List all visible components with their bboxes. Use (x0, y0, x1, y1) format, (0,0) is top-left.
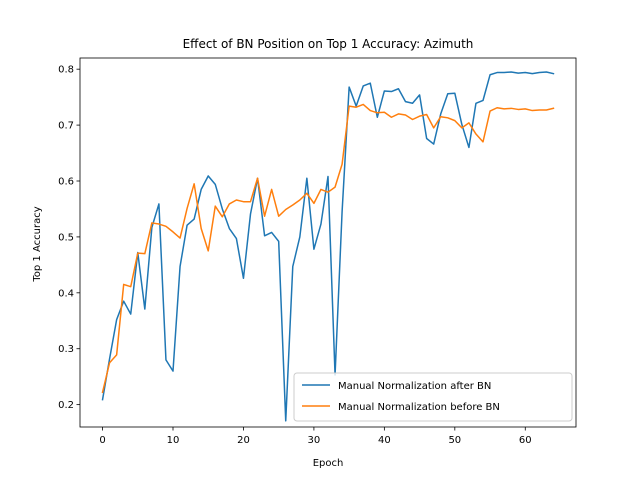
x-tick-label: 20 (237, 435, 250, 446)
x-tick-label: 0 (99, 435, 105, 446)
x-axis-label: Epoch (313, 458, 344, 469)
y-tick-label: 0.8 (58, 65, 74, 76)
x-tick-label: 40 (378, 435, 391, 446)
y-tick-label: 0.2 (58, 400, 74, 411)
axes: 0 10 20 30 40 50 60 0.2 0.3 0.4 0.5 0.6 0.7 0.8 (58, 57, 577, 446)
chart-title: Effect of BN Position on Top 1 Accuracy:… (183, 37, 474, 51)
x-tick-label: 30 (308, 435, 321, 446)
y-tick-label: 0.5 (58, 232, 74, 243)
series-line-1 (101, 71, 555, 422)
legend-label-2: Manual Normalization before BN (338, 402, 500, 413)
y-tick-label: 0.7 (58, 121, 74, 132)
y-axis-label: Top 1 Accuracy (32, 206, 43, 282)
legend: Manual Normalization after BN Manual Norm… (293, 372, 573, 422)
x-tick-label: 10 (167, 435, 180, 446)
y-tick-label: 0.4 (58, 288, 74, 299)
axes-frame (79, 57, 577, 428)
y-tick-label: 0.6 (58, 177, 74, 188)
legend-label-1: Manual Normalization after BN (338, 381, 491, 392)
x-tick-label: 50 (448, 435, 461, 446)
legend-box (293, 372, 573, 422)
series-line-2 (101, 103, 555, 394)
plot-area (101, 71, 555, 422)
x-tick-label: 60 (519, 435, 532, 446)
y-tick-label: 0.3 (58, 344, 74, 355)
